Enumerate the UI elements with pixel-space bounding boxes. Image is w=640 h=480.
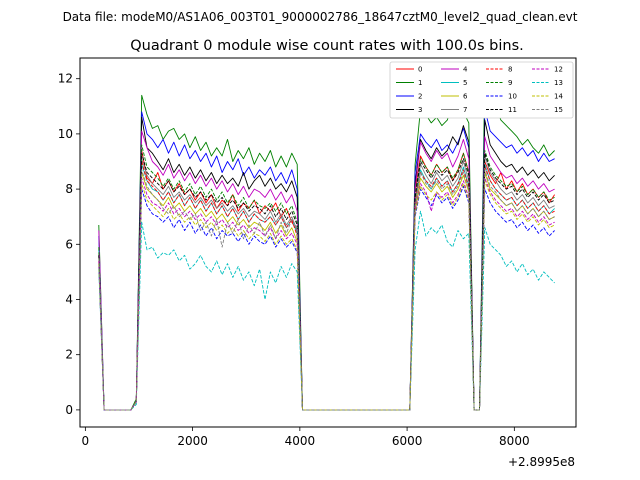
legend-label-5: 5 [463,79,467,87]
series-line-0 [98,150,555,411]
legend-label-4: 4 [463,66,468,74]
legend-label-12: 12 [554,66,563,74]
legend-label-6: 6 [463,93,468,101]
series-line-10 [98,185,555,411]
y-tick-label: 4 [65,292,73,306]
legend-label-0: 0 [418,66,422,74]
series-line-14 [98,180,555,411]
y-tick-label: 2 [65,348,73,362]
legend-label-11: 11 [508,106,517,114]
legend-label-8: 8 [508,66,512,74]
legend-label-15: 15 [554,106,563,114]
x-tick-label: 4000 [285,434,316,448]
series-line-6 [98,172,555,411]
x-tick-label: 2000 [177,434,208,448]
legend-label-14: 14 [554,93,563,101]
legend-label-7: 7 [463,106,467,114]
series-line-13 [98,210,555,411]
y-tick-label: 6 [65,237,73,251]
y-tick-label: 10 [58,127,73,141]
plot-frame [79,57,577,428]
legend-label-3: 3 [418,106,422,114]
series-line-15 [98,169,555,411]
chart-title: Quadrant 0 module wise count rates with … [130,38,524,54]
chart-suptitle: Data file: modeM0/AS1A06_003T01_90000027… [63,10,578,24]
legend-label-10: 10 [508,93,517,101]
legend-label-9: 9 [508,79,512,87]
x-offset-label: +2.8995e8 [508,455,575,469]
x-tick-label: 0 [82,434,90,448]
series-line-5 [98,163,555,411]
legend-label-13: 13 [554,79,563,87]
y-tick-label: 8 [65,182,73,196]
x-tick-label: 8000 [499,434,530,448]
y-tick-label: 12 [58,72,73,86]
x-tick-label: 6000 [392,434,423,448]
legend-label-1: 1 [418,79,422,87]
y-tick-label: 0 [65,403,73,417]
legend-label-2: 2 [418,93,422,101]
legend-box [389,61,574,119]
series-layer [98,75,555,411]
